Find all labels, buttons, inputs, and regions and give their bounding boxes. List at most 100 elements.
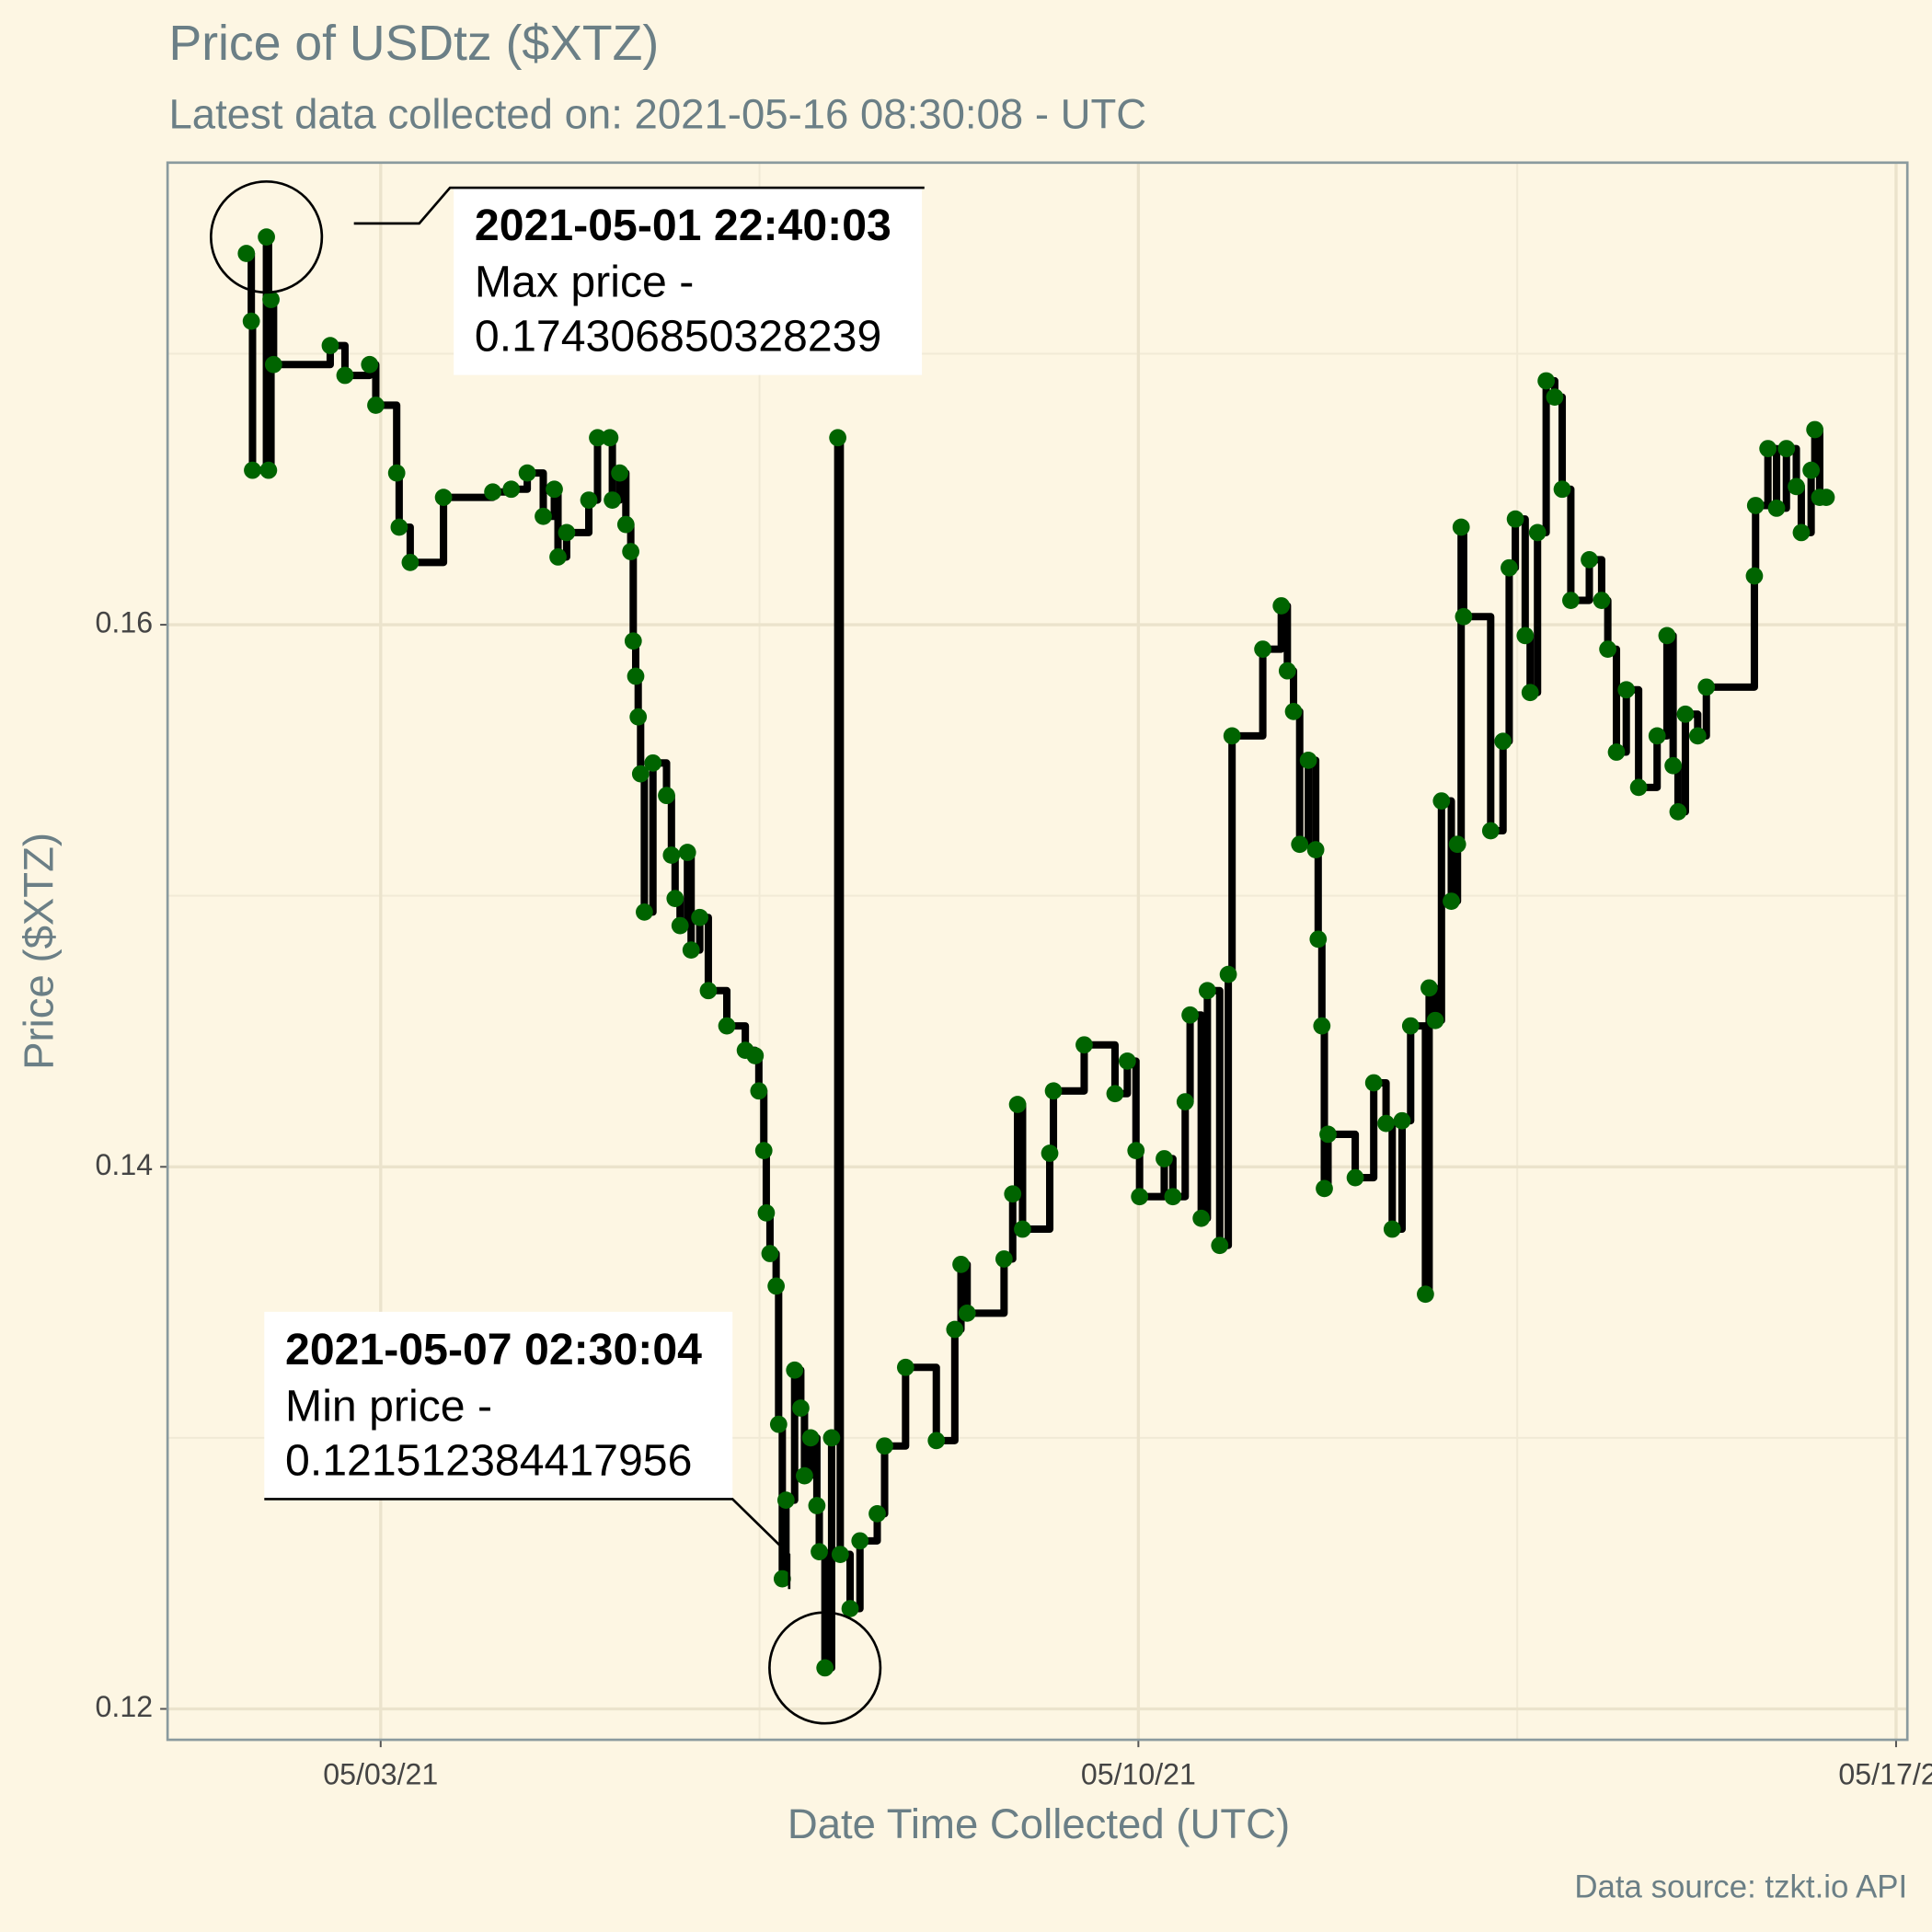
- point: [699, 982, 718, 1000]
- line-segment: [1232, 649, 1267, 740]
- point: [644, 753, 662, 772]
- point: [1291, 835, 1309, 854]
- point: [876, 1437, 893, 1455]
- point: [321, 337, 339, 355]
- point: [1648, 727, 1666, 745]
- annotation-circle: [768, 1611, 882, 1725]
- point: [1607, 743, 1626, 761]
- annotation-value: 0.121512384417956: [285, 1435, 692, 1485]
- point: [1581, 551, 1598, 569]
- point: [868, 1504, 886, 1523]
- point: [1272, 597, 1291, 615]
- y-axis-title: Price ($XTZ): [16, 833, 63, 1070]
- line-segment: [1320, 1022, 1328, 1189]
- point: [801, 1429, 820, 1447]
- point: [792, 1399, 810, 1417]
- point: [841, 1600, 859, 1617]
- point: [1299, 752, 1317, 769]
- x-axis-title: Date Time Collected (UTC): [788, 1800, 1290, 1847]
- line-segment: [270, 295, 278, 365]
- annotation-date: 2021-05-07 02:30:04: [285, 1325, 702, 1374]
- line-segment: [775, 1282, 783, 1425]
- annotation-box: [454, 188, 923, 375]
- line-segment: [905, 1363, 940, 1441]
- point: [242, 312, 260, 330]
- caption: Data source: tzkt.io API: [1574, 1869, 1907, 1904]
- point: [1562, 592, 1580, 609]
- point: [1553, 480, 1571, 499]
- point: [558, 523, 576, 542]
- point: [1481, 822, 1500, 840]
- point: [1377, 1114, 1395, 1133]
- point: [816, 1659, 834, 1677]
- point: [1777, 440, 1796, 457]
- point: [1309, 930, 1328, 949]
- point: [808, 1497, 826, 1514]
- point: [1745, 567, 1764, 585]
- line-segment: [1425, 987, 1433, 1298]
- point: [244, 461, 261, 479]
- point: [1676, 705, 1695, 723]
- point: [1426, 1011, 1444, 1029]
- line-segment: [1084, 1041, 1119, 1094]
- point: [1443, 892, 1460, 910]
- point: [1629, 778, 1648, 797]
- point: [796, 1466, 813, 1485]
- point: [1156, 1150, 1173, 1167]
- line-segment: [1317, 935, 1326, 1027]
- annotation-box: [264, 1311, 733, 1500]
- y-tick-label: 0.14: [96, 1148, 154, 1181]
- point: [518, 464, 536, 482]
- point: [1127, 1142, 1145, 1159]
- point: [1669, 802, 1687, 821]
- panel-border: [166, 161, 1909, 1742]
- point: [1506, 510, 1524, 528]
- point: [786, 1361, 804, 1379]
- point: [718, 1017, 736, 1035]
- point: [361, 355, 379, 374]
- point: [761, 1245, 779, 1262]
- point: [1593, 592, 1611, 609]
- point: [631, 765, 650, 783]
- point: [1516, 627, 1535, 645]
- point: [387, 464, 406, 482]
- line-segment: [409, 497, 448, 567]
- point: [1164, 1188, 1182, 1206]
- point: [662, 846, 681, 864]
- point: [896, 1358, 914, 1376]
- point: [658, 787, 675, 805]
- line-segment: [1328, 1130, 1360, 1179]
- chart-subtitle: Latest data collected on: 2021-05-16 08:…: [168, 90, 1146, 137]
- point: [1278, 661, 1296, 680]
- point: [1792, 523, 1811, 542]
- point: [1697, 678, 1716, 696]
- point: [1284, 702, 1303, 720]
- point: [1788, 477, 1805, 496]
- line-segment: [1053, 1044, 1088, 1095]
- point: [484, 483, 501, 501]
- annotation-circle: [209, 179, 324, 294]
- point: [616, 515, 635, 534]
- point: [750, 1082, 768, 1100]
- point: [1181, 1006, 1199, 1024]
- point: [1346, 1168, 1364, 1187]
- line-segment: [629, 547, 638, 641]
- line-segment: [1706, 576, 1758, 691]
- point: [829, 429, 847, 447]
- line-segment: [1022, 1153, 1054, 1234]
- line-segment: [762, 1146, 770, 1213]
- point: [1306, 841, 1325, 858]
- point: [1746, 497, 1765, 514]
- point: [627, 667, 645, 685]
- point: [1118, 1052, 1136, 1070]
- point: [549, 548, 567, 566]
- point: [831, 1546, 849, 1563]
- point: [401, 553, 420, 571]
- point: [1688, 727, 1707, 745]
- point: [927, 1432, 946, 1450]
- x-tick-label: 05/03/21: [323, 1758, 438, 1791]
- point: [1004, 1185, 1022, 1203]
- point: [1316, 1179, 1333, 1198]
